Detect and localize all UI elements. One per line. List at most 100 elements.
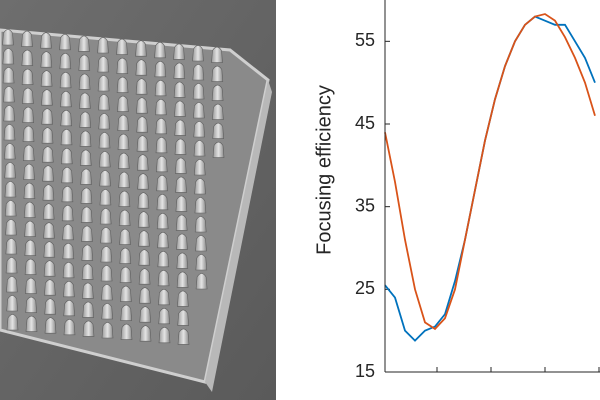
pillar bbox=[61, 205, 74, 222]
pillar bbox=[175, 176, 187, 193]
pillar bbox=[40, 70, 53, 87]
pillar bbox=[211, 65, 224, 82]
pillar bbox=[24, 239, 37, 256]
pillar bbox=[97, 75, 110, 92]
pillar bbox=[100, 246, 113, 263]
pillar bbox=[194, 216, 207, 233]
pillar bbox=[6, 295, 19, 312]
pillar bbox=[25, 315, 38, 332]
pillar bbox=[80, 206, 93, 223]
pillar bbox=[5, 219, 17, 236]
pillar bbox=[62, 243, 75, 260]
pillar bbox=[41, 89, 53, 106]
pillar bbox=[119, 247, 132, 264]
pillar bbox=[135, 78, 148, 95]
pillar bbox=[44, 298, 57, 315]
y-tick-label: 55 bbox=[355, 30, 375, 50]
pillar bbox=[101, 303, 114, 320]
pillar bbox=[98, 151, 111, 168]
pillar bbox=[194, 197, 207, 214]
pillar bbox=[80, 168, 92, 185]
y-tick-label: 15 bbox=[355, 361, 375, 381]
pillar bbox=[21, 30, 33, 47]
pillar bbox=[154, 61, 167, 78]
pillar bbox=[120, 323, 133, 340]
substrate-edge bbox=[205, 80, 272, 392]
pillar bbox=[25, 277, 37, 294]
pillar bbox=[155, 156, 168, 173]
pillar bbox=[78, 54, 91, 71]
pillar bbox=[193, 140, 206, 157]
pillar bbox=[3, 105, 16, 122]
pillar bbox=[63, 281, 75, 298]
pillar bbox=[176, 271, 189, 288]
pillar bbox=[98, 94, 110, 111]
pillar bbox=[120, 304, 133, 321]
pillar bbox=[195, 273, 208, 290]
pillar bbox=[24, 220, 36, 237]
pillar bbox=[99, 208, 112, 225]
pillar bbox=[40, 32, 52, 49]
pillar bbox=[155, 99, 167, 116]
pillar bbox=[80, 187, 93, 204]
pillar bbox=[100, 227, 112, 244]
pillar bbox=[116, 57, 129, 74]
pillar bbox=[78, 73, 91, 90]
pillar bbox=[2, 29, 14, 46]
pillar bbox=[6, 314, 19, 331]
pillar bbox=[138, 249, 151, 266]
pillar bbox=[3, 124, 16, 141]
pillar bbox=[138, 230, 150, 247]
pillar bbox=[117, 95, 129, 112]
pillar bbox=[118, 209, 131, 226]
pillar bbox=[6, 276, 18, 293]
pillar bbox=[4, 200, 17, 217]
pillar bbox=[192, 83, 205, 100]
pillar bbox=[211, 84, 224, 101]
pillar bbox=[63, 300, 76, 317]
pillar bbox=[82, 301, 95, 318]
pillar bbox=[99, 170, 111, 187]
pillar bbox=[138, 268, 151, 285]
pillar bbox=[176, 233, 188, 250]
pillar bbox=[5, 257, 18, 274]
pillar bbox=[43, 260, 56, 277]
pillar bbox=[63, 319, 76, 336]
pillar bbox=[137, 211, 150, 228]
pillar bbox=[98, 132, 111, 149]
pillar bbox=[22, 87, 34, 104]
pillar bbox=[177, 328, 190, 345]
pillar bbox=[119, 266, 132, 283]
pillar bbox=[136, 154, 149, 171]
pillar bbox=[97, 56, 110, 73]
pillar bbox=[100, 265, 113, 282]
pillar bbox=[79, 92, 91, 109]
pillar bbox=[41, 108, 54, 125]
pillar bbox=[118, 171, 130, 188]
pillar bbox=[157, 270, 170, 287]
pillar bbox=[2, 67, 15, 84]
pillar bbox=[211, 46, 223, 63]
pillar bbox=[99, 189, 112, 206]
pillar bbox=[174, 100, 186, 117]
pillar bbox=[192, 45, 204, 62]
pillar bbox=[22, 125, 35, 142]
pillar bbox=[4, 181, 17, 198]
pillar bbox=[78, 35, 90, 52]
pillar bbox=[156, 175, 168, 192]
pillar bbox=[119, 228, 131, 245]
pillar bbox=[79, 111, 92, 128]
pillar bbox=[25, 296, 38, 313]
pillar bbox=[139, 325, 152, 342]
pillar bbox=[60, 110, 73, 127]
pillar bbox=[156, 194, 169, 211]
pillar bbox=[193, 159, 206, 176]
pillar bbox=[135, 59, 148, 76]
pillar bbox=[156, 213, 169, 230]
series-line bbox=[384, 13, 596, 331]
pillar bbox=[3, 143, 16, 160]
pillar bbox=[44, 317, 57, 334]
pillar bbox=[44, 279, 56, 296]
pillar bbox=[101, 284, 113, 301]
pillar bbox=[24, 258, 37, 275]
